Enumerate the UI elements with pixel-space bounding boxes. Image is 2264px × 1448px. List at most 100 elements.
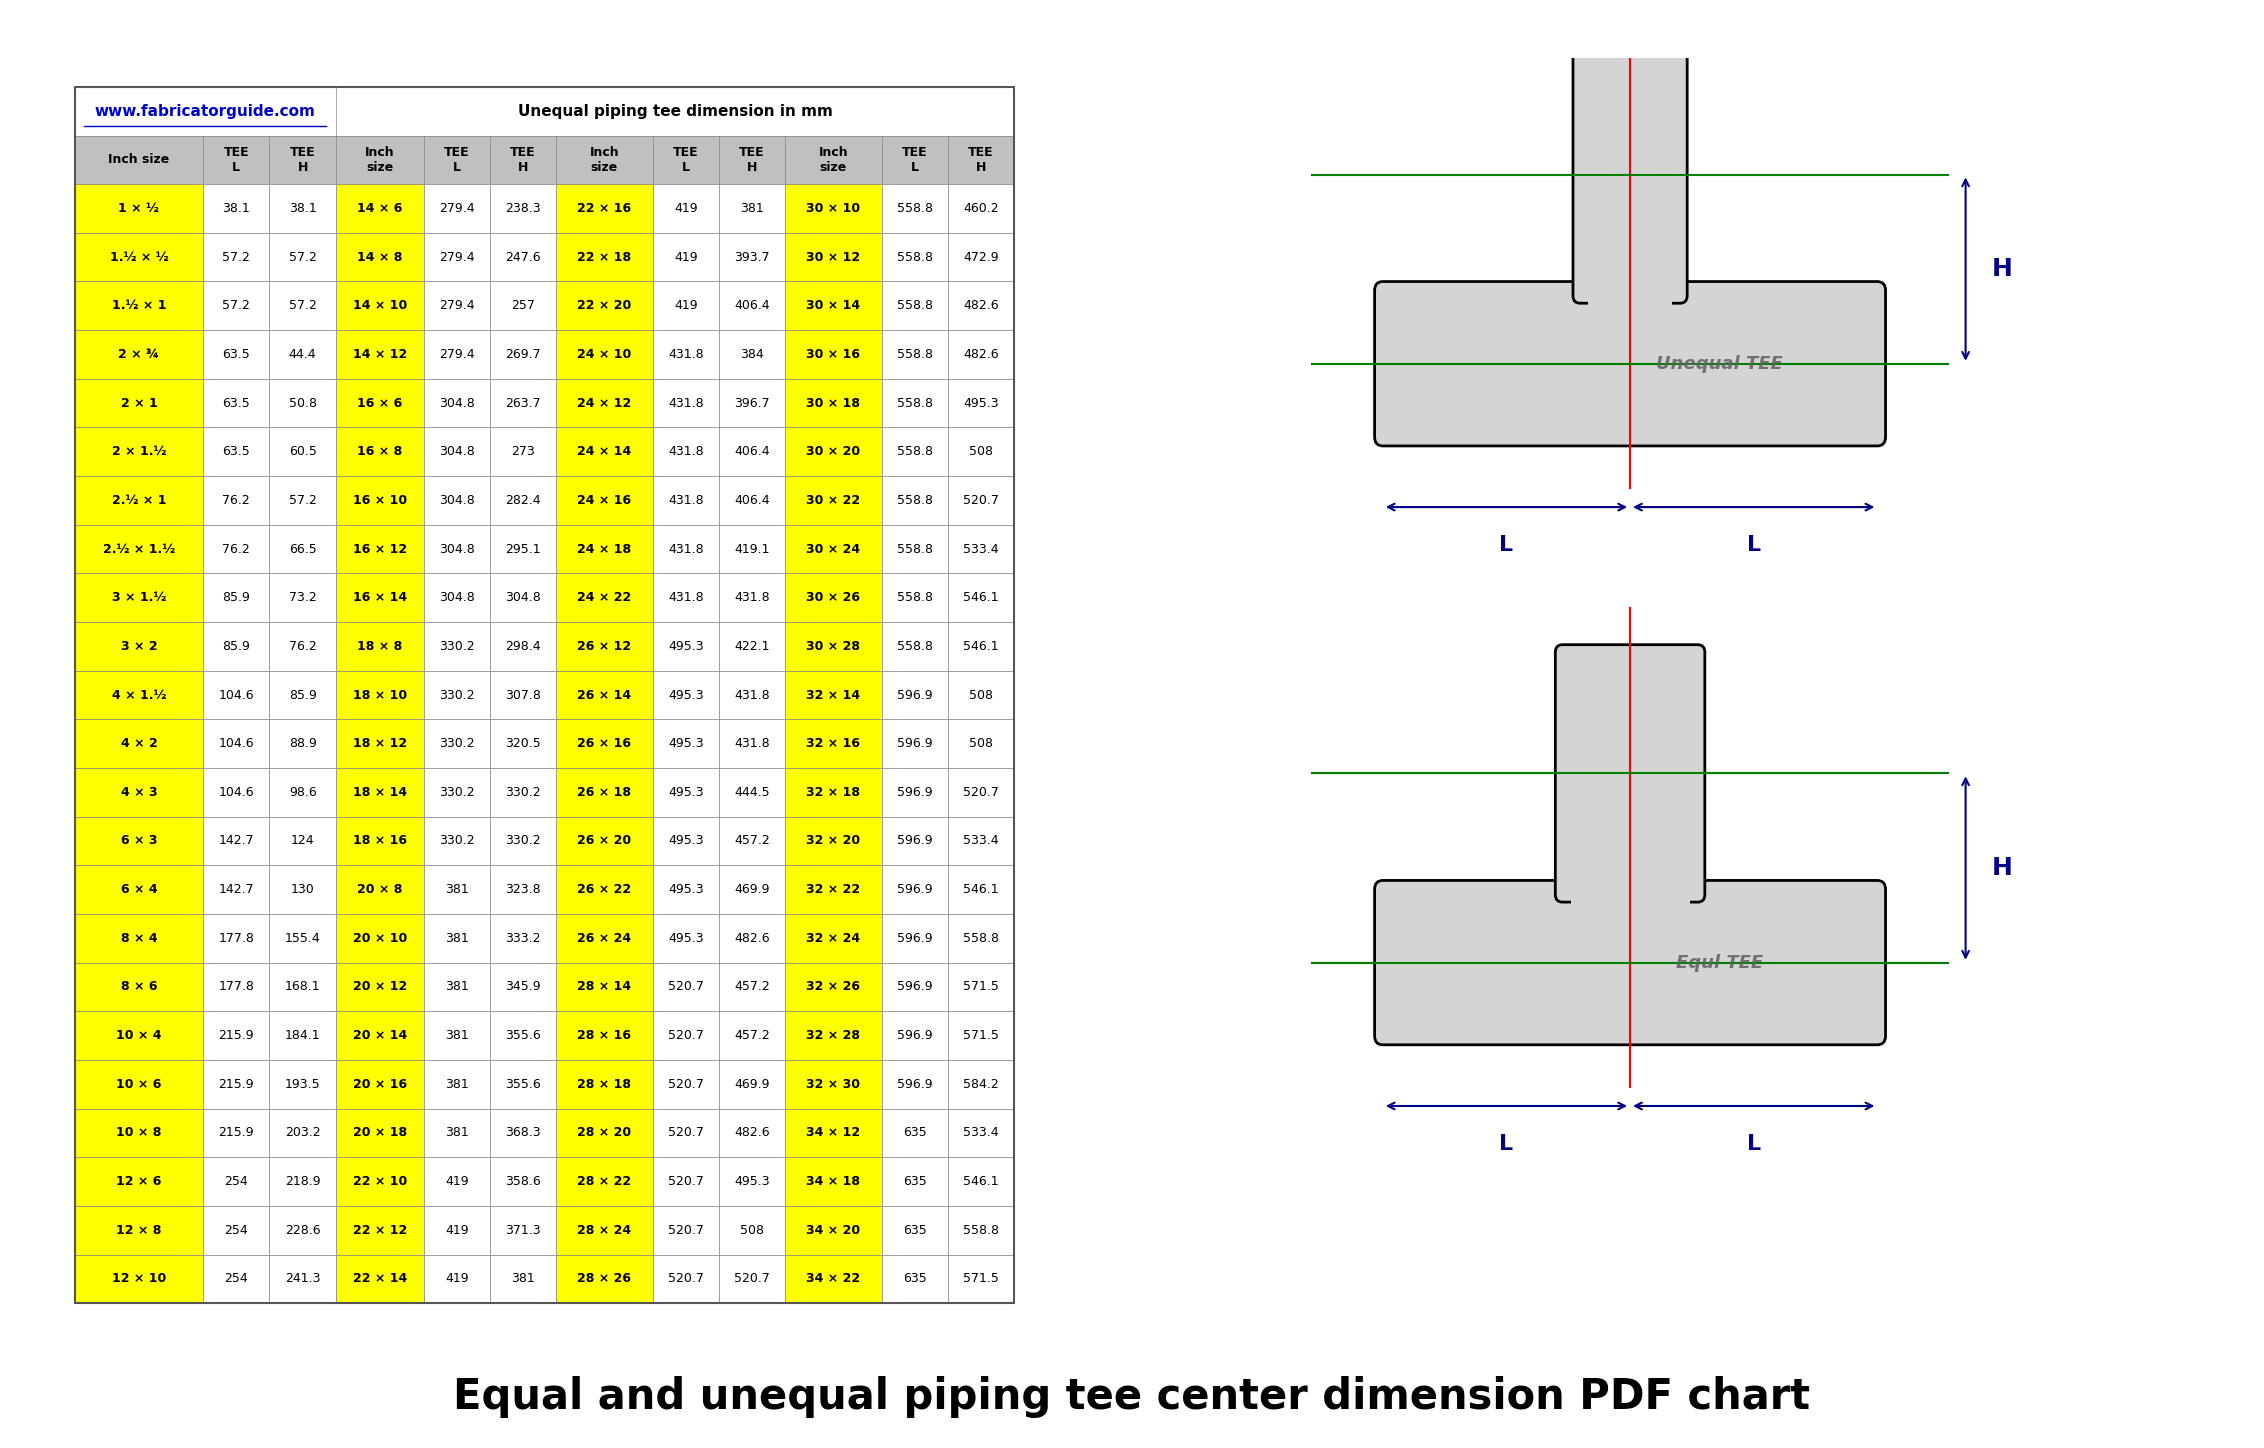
Text: 203.2: 203.2 xyxy=(285,1127,321,1140)
Text: TEE
L: TEE L xyxy=(901,146,928,174)
Text: 24 × 22: 24 × 22 xyxy=(577,591,632,604)
Bar xyxy=(786,914,881,963)
Bar xyxy=(949,379,1014,427)
Text: 241.3: 241.3 xyxy=(285,1273,321,1286)
Bar xyxy=(557,330,652,379)
Text: 32 × 20: 32 × 20 xyxy=(806,834,860,847)
Text: 431.8: 431.8 xyxy=(668,543,704,556)
Bar xyxy=(423,1254,489,1303)
Text: 18 × 16: 18 × 16 xyxy=(353,834,408,847)
Bar xyxy=(423,866,489,914)
Bar xyxy=(489,1060,557,1109)
Text: 298.4: 298.4 xyxy=(505,640,541,653)
Bar xyxy=(652,914,720,963)
Text: TEE
H: TEE H xyxy=(509,146,537,174)
Bar xyxy=(652,476,720,524)
Bar xyxy=(786,670,881,720)
Bar xyxy=(204,1011,269,1060)
Text: 596.9: 596.9 xyxy=(897,786,933,799)
Text: 22 × 16: 22 × 16 xyxy=(577,203,632,214)
Bar xyxy=(335,330,423,379)
Bar xyxy=(652,184,720,233)
Text: 330.2: 330.2 xyxy=(439,834,475,847)
Text: 495.3: 495.3 xyxy=(668,786,704,799)
Text: 28 × 16: 28 × 16 xyxy=(577,1030,632,1043)
Text: 18 × 12: 18 × 12 xyxy=(353,737,408,750)
Bar xyxy=(75,379,204,427)
Text: 30 × 24: 30 × 24 xyxy=(806,543,860,556)
Bar xyxy=(335,963,423,1011)
Text: 520.7: 520.7 xyxy=(962,494,998,507)
Bar xyxy=(949,623,1014,670)
Bar xyxy=(786,184,881,233)
Bar xyxy=(335,427,423,476)
Bar xyxy=(269,184,335,233)
Bar xyxy=(423,623,489,670)
Text: 14 × 8: 14 × 8 xyxy=(358,251,403,264)
Text: 32 × 26: 32 × 26 xyxy=(806,980,860,993)
Text: 16 × 10: 16 × 10 xyxy=(353,494,408,507)
Text: 558.8: 558.8 xyxy=(897,397,933,410)
Text: www.fabricatorguide.com: www.fabricatorguide.com xyxy=(95,104,315,119)
Bar xyxy=(335,233,423,281)
Bar xyxy=(75,623,204,670)
FancyBboxPatch shape xyxy=(1573,46,1687,303)
Text: 1.½ × 1: 1.½ × 1 xyxy=(111,300,165,313)
Bar xyxy=(720,963,786,1011)
Bar xyxy=(75,87,1014,136)
Bar xyxy=(489,136,557,184)
Bar xyxy=(204,866,269,914)
Text: 16 × 12: 16 × 12 xyxy=(353,543,408,556)
Bar xyxy=(204,1109,269,1157)
Text: 12 × 10: 12 × 10 xyxy=(111,1273,165,1286)
Bar xyxy=(489,866,557,914)
Bar xyxy=(557,427,652,476)
Bar xyxy=(720,524,786,573)
Text: H: H xyxy=(1992,856,2013,880)
Bar xyxy=(652,963,720,1011)
Text: 546.1: 546.1 xyxy=(962,883,998,896)
Bar xyxy=(652,1011,720,1060)
Text: L: L xyxy=(1499,1134,1515,1154)
Bar xyxy=(423,1011,489,1060)
Bar xyxy=(75,1060,204,1109)
Bar xyxy=(949,281,1014,330)
Bar xyxy=(489,623,557,670)
Bar xyxy=(949,670,1014,720)
Bar xyxy=(720,476,786,524)
Bar xyxy=(269,524,335,573)
Text: 419: 419 xyxy=(446,1273,469,1286)
Text: 257: 257 xyxy=(512,300,534,313)
Text: 104.6: 104.6 xyxy=(220,737,254,750)
Text: 304.8: 304.8 xyxy=(439,494,475,507)
Text: 38.1: 38.1 xyxy=(222,203,251,214)
Text: 431.8: 431.8 xyxy=(734,591,770,604)
Bar xyxy=(489,767,557,817)
Text: 358.6: 358.6 xyxy=(505,1176,541,1187)
Text: 32 × 22: 32 × 22 xyxy=(806,883,860,896)
Text: 596.9: 596.9 xyxy=(897,689,933,701)
Bar xyxy=(204,136,269,184)
Text: 558.8: 558.8 xyxy=(897,446,933,458)
Text: 381: 381 xyxy=(444,1030,469,1043)
Text: 419: 419 xyxy=(675,203,697,214)
Bar xyxy=(423,233,489,281)
Text: 3 × 1.½: 3 × 1.½ xyxy=(111,591,165,604)
Text: TEE
L: TEE L xyxy=(444,146,469,174)
Bar xyxy=(786,1206,881,1254)
Text: 30 × 14: 30 × 14 xyxy=(806,300,860,313)
Text: 330.2: 330.2 xyxy=(505,786,541,799)
Text: 24 × 14: 24 × 14 xyxy=(577,446,632,458)
Bar xyxy=(423,1109,489,1157)
Text: 14 × 6: 14 × 6 xyxy=(358,203,403,214)
Bar xyxy=(75,330,204,379)
Text: 20 × 16: 20 × 16 xyxy=(353,1077,408,1090)
Text: 546.1: 546.1 xyxy=(962,591,998,604)
Text: 8 × 4: 8 × 4 xyxy=(120,933,156,944)
Bar xyxy=(75,281,204,330)
Bar xyxy=(489,914,557,963)
Text: 558.8: 558.8 xyxy=(962,933,998,944)
Bar xyxy=(204,963,269,1011)
Bar xyxy=(786,623,881,670)
Text: 635: 635 xyxy=(903,1176,926,1187)
